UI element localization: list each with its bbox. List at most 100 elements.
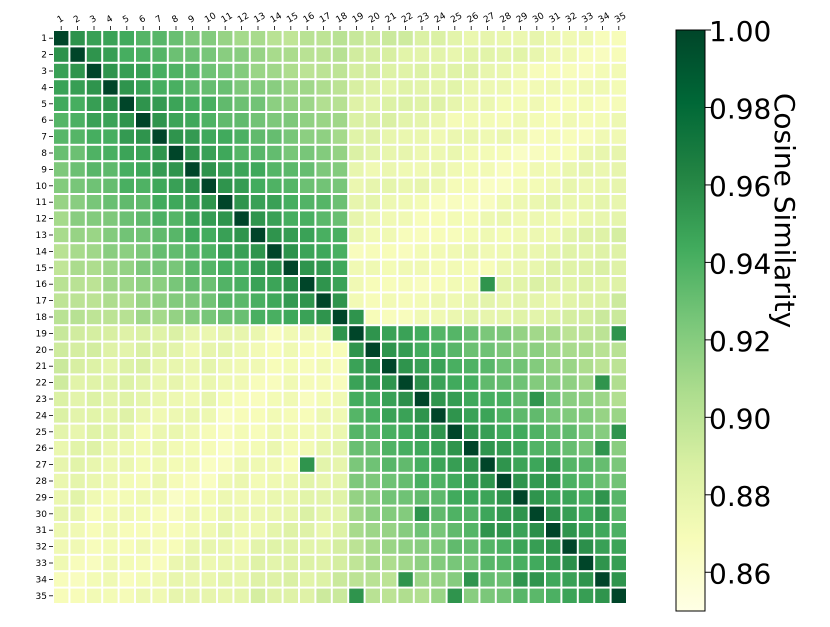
heatmap-cell bbox=[168, 244, 184, 259]
heatmap-cell bbox=[595, 506, 610, 521]
column-tick-labels: 1 2 3 4 5 6 7 8 9 10 11 12 13 14 15 16 17 18 19 20 21 22 23 24 2… bbox=[56, 11, 628, 30]
heatmap-cell bbox=[447, 293, 462, 308]
heatmap-cell bbox=[332, 309, 348, 325]
heatmap-cell bbox=[496, 260, 512, 275]
heatmap-cell bbox=[283, 359, 298, 374]
row-tick-label: 15 bbox=[36, 264, 47, 274]
heatmap-cell bbox=[562, 80, 577, 95]
heatmap-cell bbox=[611, 408, 626, 423]
heatmap-cell bbox=[119, 473, 134, 489]
heatmap-cell bbox=[218, 555, 233, 571]
heatmap-cell bbox=[349, 113, 364, 128]
heatmap-cell bbox=[201, 506, 216, 521]
heatmap-cell bbox=[283, 80, 298, 95]
heatmap-cell bbox=[611, 293, 626, 308]
column-tick-label: 21 bbox=[384, 11, 399, 25]
heatmap-cell bbox=[152, 277, 167, 292]
heatmap-cell bbox=[365, 588, 380, 603]
heatmap-cell bbox=[250, 293, 266, 308]
heatmap-cell bbox=[86, 293, 102, 308]
heatmap-cell bbox=[185, 375, 200, 390]
column-tick-label: 8 bbox=[171, 14, 181, 26]
row-tick-label: 3 bbox=[41, 67, 47, 77]
heatmap-cell bbox=[382, 539, 397, 554]
heatmap-cell bbox=[201, 47, 216, 62]
heatmap-cell bbox=[86, 424, 102, 439]
heatmap-cell bbox=[595, 408, 610, 423]
heatmap-cell bbox=[86, 441, 102, 456]
heatmap-cell bbox=[562, 326, 577, 341]
heatmap-cell bbox=[447, 178, 462, 193]
heatmap-cell bbox=[382, 227, 397, 243]
heatmap-cell bbox=[136, 326, 151, 341]
heatmap-cell bbox=[431, 506, 446, 521]
heatmap-cell bbox=[234, 145, 249, 161]
heatmap-cell bbox=[349, 178, 364, 193]
heatmap-cell bbox=[201, 211, 216, 226]
heatmap-cell bbox=[365, 375, 380, 390]
heatmap-cell bbox=[431, 277, 446, 292]
heatmap-cell bbox=[578, 539, 594, 554]
row-tick-label: 31 bbox=[36, 526, 47, 536]
heatmap-cell bbox=[546, 408, 561, 423]
heatmap-cell bbox=[496, 96, 512, 111]
heatmap-cell bbox=[119, 572, 134, 587]
heatmap-cell bbox=[480, 473, 495, 489]
heatmap-cell bbox=[86, 80, 102, 95]
heatmap-cell bbox=[250, 31, 266, 46]
heatmap-cell bbox=[480, 391, 495, 407]
heatmap-cell bbox=[218, 490, 233, 505]
heatmap-cell bbox=[300, 309, 315, 325]
heatmap-cell bbox=[300, 260, 315, 275]
heatmap-cell bbox=[447, 588, 462, 603]
heatmap-cell bbox=[496, 391, 512, 407]
heatmap-cell bbox=[562, 129, 577, 144]
heatmap-cell bbox=[152, 309, 167, 325]
heatmap-cell bbox=[185, 80, 200, 95]
heatmap-cell bbox=[382, 80, 397, 95]
heatmap-cell bbox=[398, 113, 413, 128]
heatmap-cell bbox=[513, 359, 528, 374]
heatmap-cell bbox=[382, 359, 397, 374]
heatmap-cell bbox=[152, 572, 167, 587]
heatmap-cell bbox=[152, 293, 167, 308]
heatmap-cell bbox=[185, 244, 200, 259]
heatmap-cell bbox=[250, 129, 266, 144]
heatmap-cell bbox=[250, 523, 266, 538]
heatmap-cell bbox=[414, 31, 430, 46]
heatmap-cell bbox=[349, 391, 364, 407]
heatmap-cell bbox=[496, 441, 512, 456]
heatmap-cell bbox=[201, 457, 216, 472]
heatmap-cell bbox=[611, 359, 626, 374]
heatmap-cell bbox=[119, 162, 134, 177]
heatmap-cell bbox=[300, 555, 315, 571]
heatmap-cell bbox=[562, 162, 577, 177]
heatmap-cell bbox=[103, 391, 118, 407]
heatmap-cell bbox=[185, 473, 200, 489]
heatmap-cell bbox=[496, 178, 512, 193]
heatmap-cell bbox=[578, 31, 594, 46]
heatmap-cell bbox=[103, 572, 118, 587]
heatmap-cell bbox=[136, 47, 151, 62]
heatmap-cell bbox=[316, 408, 331, 423]
heatmap-cell bbox=[529, 441, 544, 456]
heatmap-cell bbox=[546, 441, 561, 456]
heatmap-cell bbox=[480, 408, 495, 423]
heatmap-cell bbox=[300, 195, 315, 210]
heatmap-cell bbox=[168, 145, 184, 161]
heatmap-cell bbox=[201, 572, 216, 587]
heatmap-cell bbox=[546, 47, 561, 62]
heatmap-cell bbox=[250, 277, 266, 292]
heatmap-cell bbox=[185, 31, 200, 46]
heatmap-cell bbox=[595, 244, 610, 259]
heatmap-cell bbox=[168, 260, 184, 275]
row-tick-label: 28 bbox=[36, 477, 48, 487]
row-tick-label: 9 bbox=[41, 165, 47, 175]
heatmap-cell bbox=[595, 572, 610, 587]
heatmap-cell bbox=[316, 162, 331, 177]
heatmap-cell bbox=[480, 342, 495, 357]
heatmap-cell bbox=[234, 293, 249, 308]
heatmap-cell bbox=[250, 408, 266, 423]
heatmap-cell bbox=[250, 227, 266, 243]
colorbar-tick-label: 0.94 bbox=[709, 247, 771, 280]
